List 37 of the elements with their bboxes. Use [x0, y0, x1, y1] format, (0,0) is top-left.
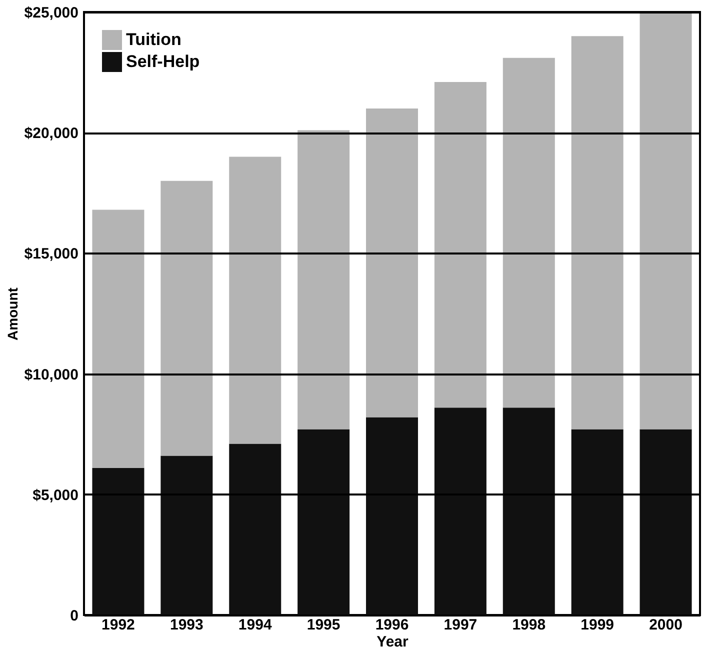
x-tick-label: 1994: [238, 616, 272, 634]
x-tick-label: 1997: [444, 616, 478, 634]
y-axis-title: Amount: [4, 287, 20, 340]
bar: [571, 36, 624, 430]
x-tick-label: 1999: [580, 616, 614, 634]
y-tick-label: $5,000: [32, 486, 78, 504]
y-tick-label: 0: [70, 608, 78, 624]
bar: [502, 408, 555, 615]
y-tick-label: $20,000: [24, 125, 78, 142]
bar: [640, 12, 692, 430]
bar: [160, 456, 213, 615]
y-tick-label: $25,000: [24, 4, 78, 22]
bar: [434, 408, 486, 615]
bar: [229, 156, 282, 444]
x-tick-label: 1996: [375, 616, 409, 634]
bar: [92, 210, 144, 468]
bar: [229, 444, 282, 615]
x-axis-title: Year: [376, 634, 409, 650]
bar: [298, 130, 350, 430]
bar: [571, 429, 624, 615]
bar: [92, 468, 144, 615]
x-tick-label: 1998: [512, 616, 546, 634]
bar: [298, 429, 350, 615]
bar: [434, 82, 486, 408]
legend-label: Self-Help: [126, 52, 200, 71]
bar: [640, 429, 692, 615]
x-tick-label: 2000: [649, 616, 682, 634]
x-tick-label: 1992: [102, 616, 135, 634]
x-tick-label: 1993: [170, 616, 204, 634]
bar: [160, 180, 213, 456]
bar: [366, 108, 418, 418]
y-tick-label: $10,000: [24, 366, 78, 384]
bar: [366, 417, 418, 615]
x-tick-label: 1995: [306, 616, 340, 634]
bar: [502, 58, 555, 408]
legend-label: Tuition: [126, 30, 182, 49]
y-tick-label: $15,000: [24, 246, 78, 263]
